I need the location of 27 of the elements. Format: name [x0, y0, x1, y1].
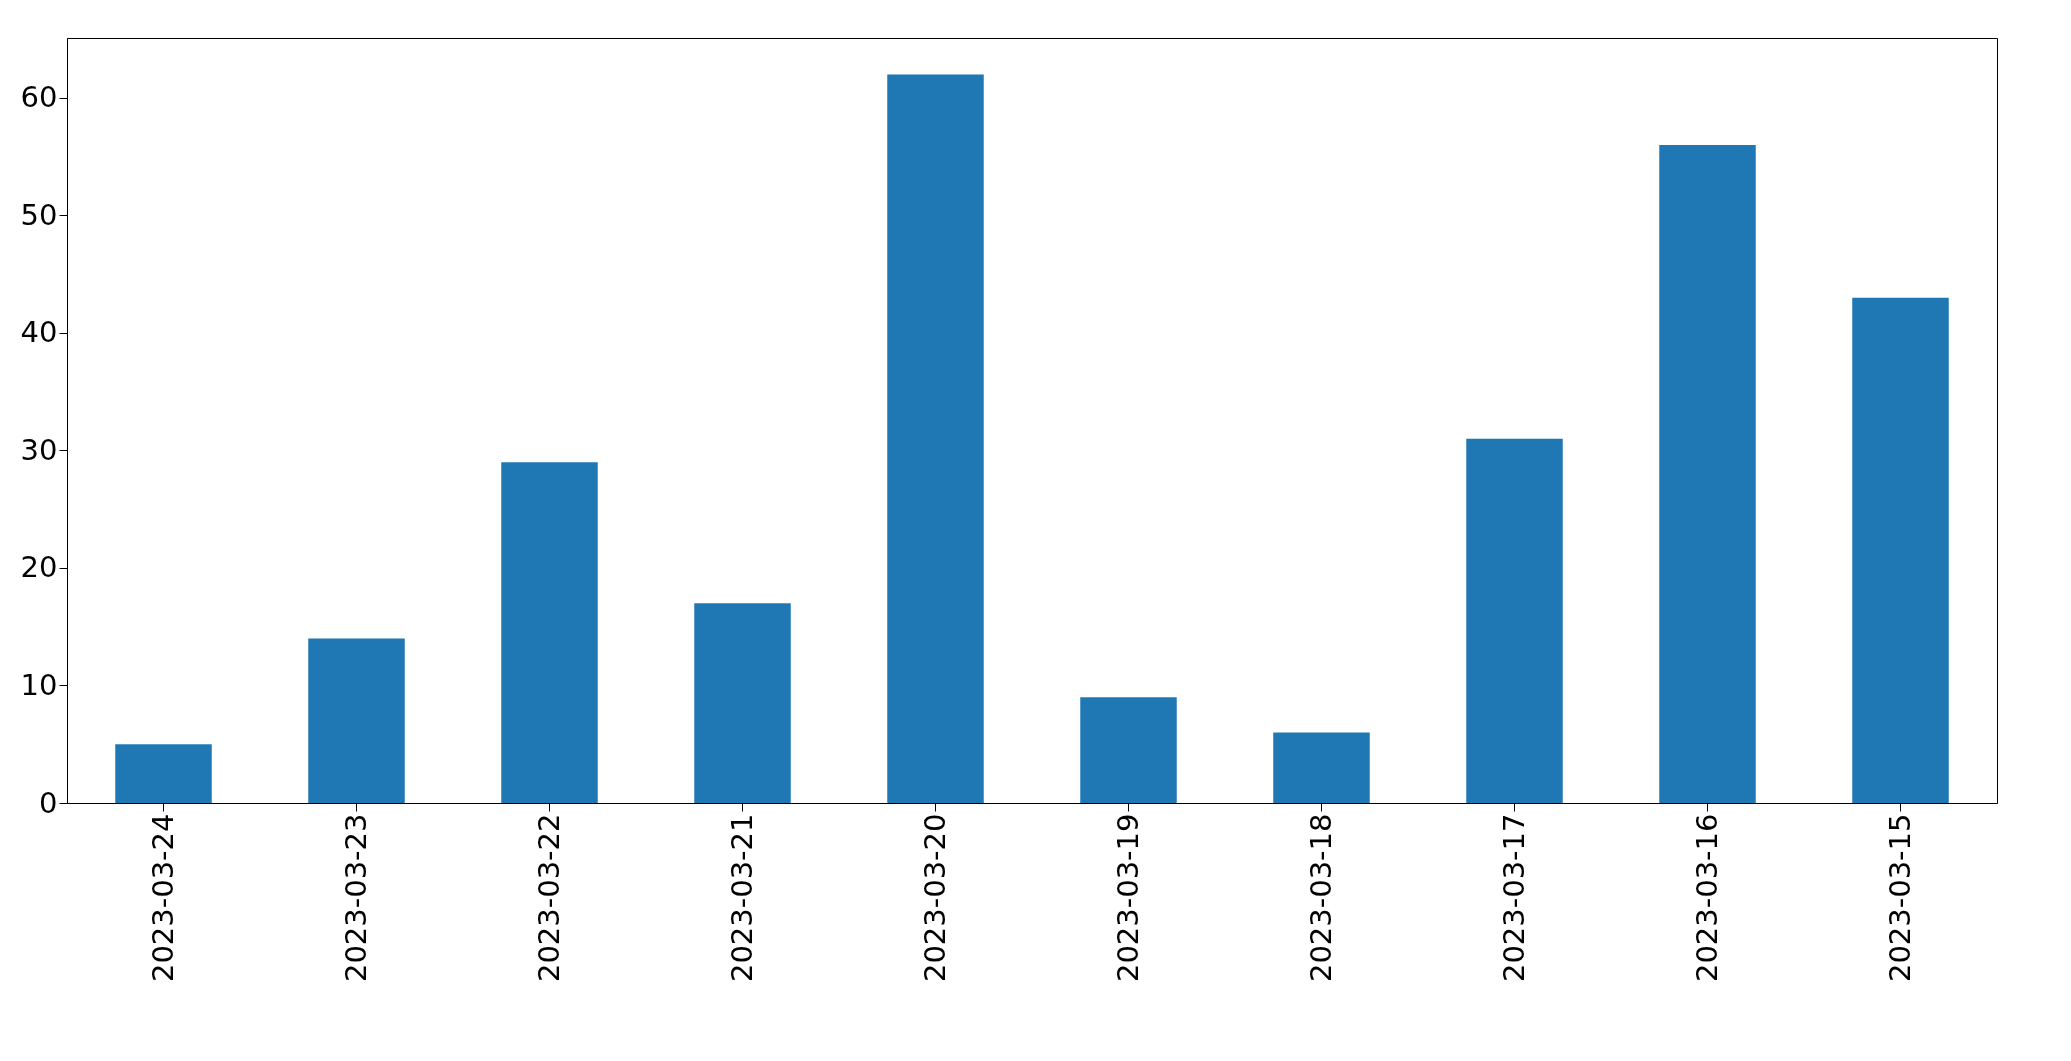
y-tick-label: 0	[39, 785, 58, 820]
bar	[115, 744, 212, 803]
bar	[1080, 697, 1177, 803]
x-tick-label: 2023-03-19	[1110, 813, 1145, 983]
bar	[501, 462, 598, 803]
y-tick-label: 40	[20, 315, 58, 350]
x-tick-label: 2023-03-22	[531, 813, 566, 983]
bar	[694, 603, 791, 803]
x-tick-label: 2023-03-23	[338, 813, 373, 983]
x-tick-label: 2023-03-15	[1882, 813, 1917, 983]
bar	[1466, 438, 1563, 803]
y-tick-label: 60	[20, 80, 58, 115]
bar	[1659, 144, 1756, 803]
x-tick-label: 2023-03-17	[1496, 813, 1531, 983]
y-tick-label: 20	[20, 550, 58, 585]
bar	[887, 74, 984, 803]
x-tick-label: 2023-03-21	[724, 813, 759, 983]
bar	[1852, 297, 1949, 803]
x-tick-label: 2023-03-16	[1689, 813, 1724, 983]
x-tick-label: 2023-03-18	[1303, 813, 1338, 983]
bar	[1273, 732, 1370, 803]
y-tick-label: 50	[20, 197, 58, 232]
x-tick-label: 2023-03-24	[145, 813, 180, 983]
bar	[308, 638, 405, 803]
y-tick-label: 30	[20, 432, 58, 467]
y-tick-label: 10	[20, 667, 58, 702]
x-tick-label: 2023-03-20	[917, 813, 952, 983]
